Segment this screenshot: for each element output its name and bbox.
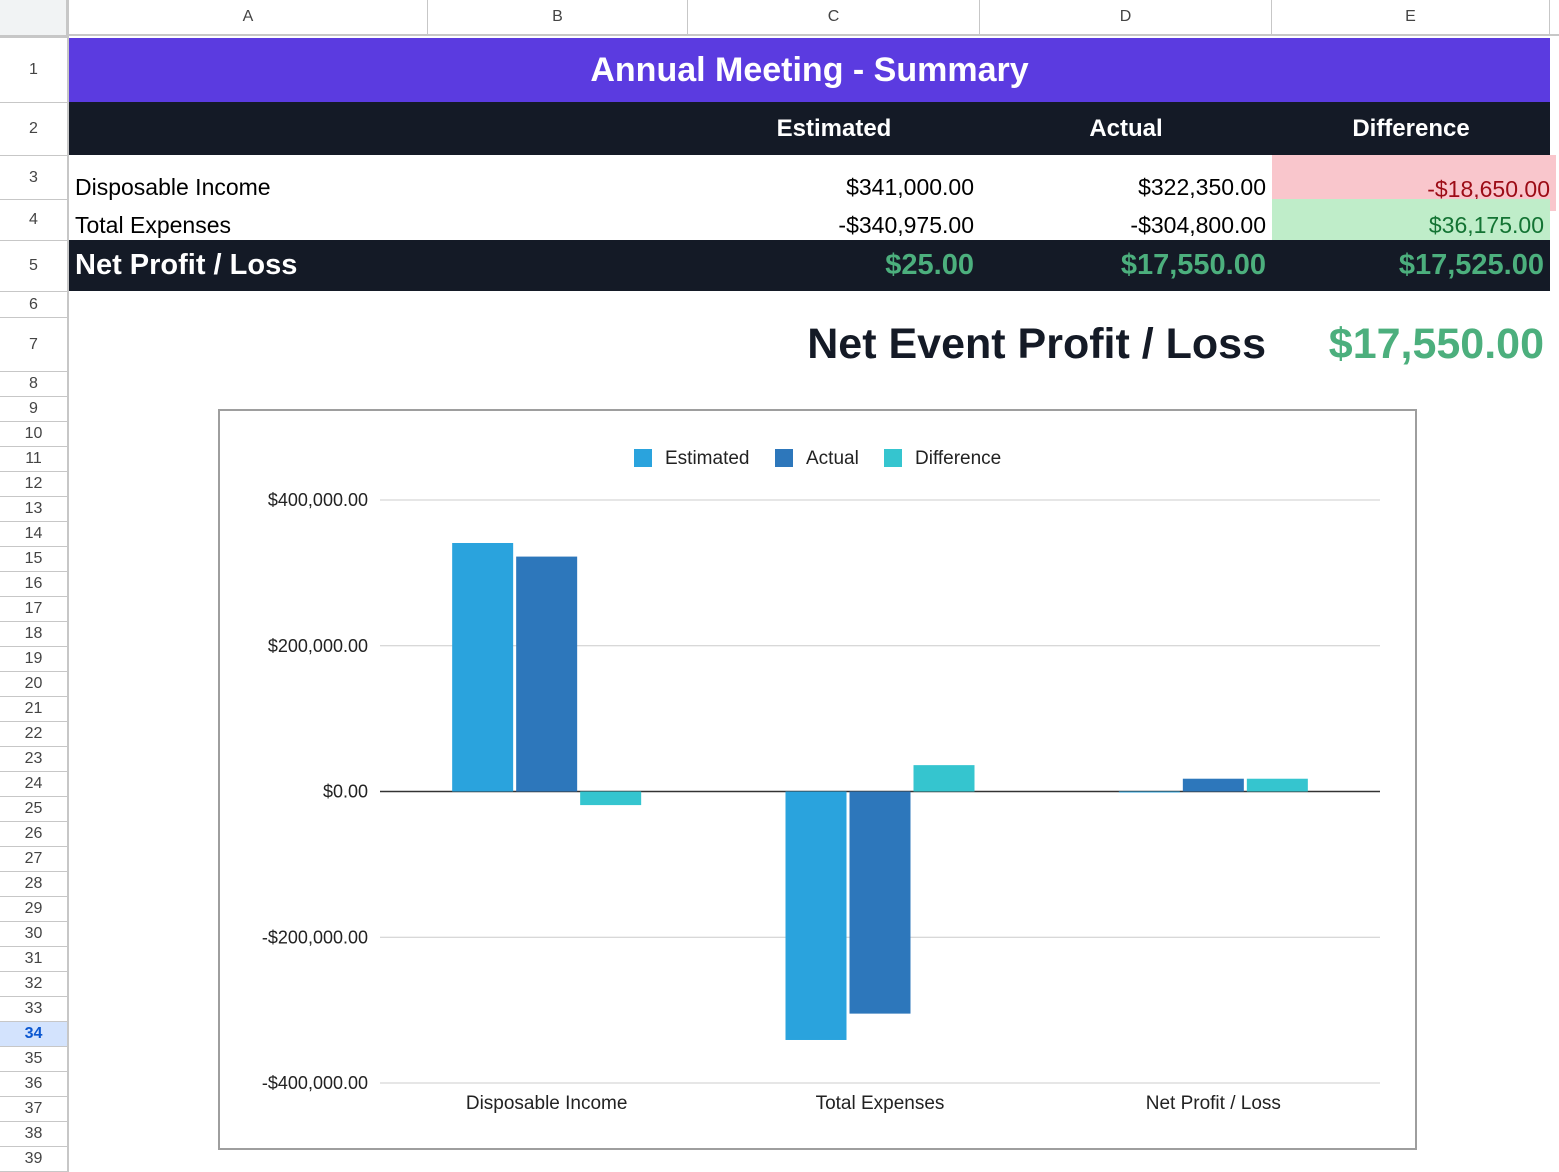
row-header-22[interactable]: 22: [0, 722, 69, 747]
column-header-b[interactable]: B: [428, 0, 688, 36]
row-header-33[interactable]: 33: [0, 997, 69, 1022]
row-header-25[interactable]: 25: [0, 797, 69, 822]
total-expenses-actual[interactable]: -$304,800.00: [1130, 212, 1266, 238]
row-header-32[interactable]: 32: [0, 972, 69, 997]
row-header-7[interactable]: 7: [0, 318, 69, 372]
x-tick-label: Disposable Income: [466, 1093, 628, 1114]
net-event-label[interactable]: Net Event Profit / Loss: [807, 319, 1266, 368]
disposable-income-actual[interactable]: $322,350.00: [1138, 173, 1266, 200]
row-header-13[interactable]: 13: [0, 497, 69, 522]
column-header-d[interactable]: D: [980, 0, 1272, 36]
legend-swatch-difference: [884, 449, 902, 467]
bar-difference-3: [1246, 778, 1308, 792]
net-event-value[interactable]: $17,550.00: [1328, 319, 1544, 368]
legend-swatch-actual: [775, 449, 793, 467]
net-label[interactable]: Net Profit / Loss: [75, 249, 298, 281]
bar-difference-2: [913, 765, 975, 792]
bar-actual-1: [516, 556, 578, 792]
row-header-35[interactable]: 35: [0, 1047, 69, 1072]
row-header-5[interactable]: 5: [0, 241, 69, 292]
row-header-19[interactable]: 19: [0, 647, 69, 672]
row-header-12[interactable]: 12: [0, 472, 69, 497]
y-tick-label: -$400,000.00: [262, 1073, 368, 1093]
net-row: [69, 240, 1550, 291]
row-header-6[interactable]: 6: [0, 292, 69, 318]
header-row: [69, 102, 1550, 155]
column-header-overflow: [1550, 0, 1559, 36]
select-all-corner[interactable]: [0, 0, 69, 38]
bar-difference-1: [580, 791, 642, 806]
y-tick-label: -$200,000.00: [262, 927, 368, 947]
row-header-37[interactable]: 37: [0, 1097, 69, 1122]
y-tick-label: $200,000.00: [268, 636, 368, 656]
y-tick-label: $400,000.00: [268, 490, 368, 510]
bar-actual-2: [849, 791, 911, 1014]
bar-chart: $400,000.00 $200,000.00 $0.00 -$200,000.00 -…: [262, 448, 1380, 1114]
disposable-income-label[interactable]: Disposable Income: [75, 173, 271, 200]
bar-estimated-1: [452, 542, 514, 792]
net-estimated[interactable]: $25.00: [885, 249, 974, 281]
row-header-4[interactable]: 4: [0, 200, 69, 241]
row-header-11[interactable]: 11: [0, 447, 69, 472]
row-header-16[interactable]: 16: [0, 572, 69, 597]
row-header-20[interactable]: 20: [0, 672, 69, 697]
legend-label-actual: Actual: [806, 448, 859, 469]
column-header-c[interactable]: C: [688, 0, 980, 36]
row-header-3[interactable]: 3: [0, 156, 69, 200]
total-expenses-label[interactable]: Total Expenses: [75, 212, 231, 238]
x-tick-label: Net Profit / Loss: [1146, 1093, 1281, 1114]
row-header-23[interactable]: 23: [0, 747, 69, 772]
legend-label-estimated: Estimated: [665, 448, 749, 469]
total-expenses-difference[interactable]: $36,175.00: [1272, 199, 1550, 240]
header-difference[interactable]: Difference: [1352, 114, 1470, 142]
row-header-10[interactable]: 10: [0, 422, 69, 447]
net-difference[interactable]: $17,525.00: [1398, 249, 1544, 281]
row-header-30[interactable]: 30: [0, 922, 69, 947]
total-expenses-estimated[interactable]: -$340,975.00: [838, 212, 974, 238]
row-header-31[interactable]: 31: [0, 947, 69, 972]
x-tick-label: Total Expenses: [816, 1093, 945, 1114]
column-header-e[interactable]: E: [1272, 0, 1550, 36]
row-header-38[interactable]: 38: [0, 1122, 69, 1147]
row-header-8[interactable]: 8: [0, 372, 69, 397]
row-header-21[interactable]: 21: [0, 697, 69, 722]
row-header-1[interactable]: 1: [0, 38, 69, 103]
y-tick-label: $0.00: [323, 782, 368, 802]
row-header-36[interactable]: 36: [0, 1072, 69, 1097]
row-header-34[interactable]: 34: [0, 1022, 69, 1047]
header-actual[interactable]: Actual: [1089, 114, 1163, 142]
bar-estimated-3: [1118, 791, 1180, 793]
row-header-29[interactable]: 29: [0, 897, 69, 922]
row-header-14[interactable]: 14: [0, 522, 69, 547]
column-header-a[interactable]: A: [69, 0, 428, 36]
disposable-income-estimated[interactable]: $341,000.00: [846, 173, 974, 200]
row-header-2[interactable]: 2: [0, 103, 69, 156]
legend-label-difference: Difference: [915, 448, 1001, 469]
row-header-39[interactable]: 39: [0, 1147, 69, 1172]
row-header-18[interactable]: 18: [0, 622, 69, 647]
row-header-15[interactable]: 15: [0, 547, 69, 572]
row-header-17[interactable]: 17: [0, 597, 69, 622]
bar-estimated-2: [785, 791, 847, 1040]
net-actual[interactable]: $17,550.00: [1120, 249, 1266, 281]
bar-actual-3: [1182, 778, 1244, 792]
row-header-26[interactable]: 26: [0, 822, 69, 847]
row-header-27[interactable]: 27: [0, 847, 69, 872]
row-header-24[interactable]: 24: [0, 772, 69, 797]
row-header-28[interactable]: 28: [0, 872, 69, 897]
chart-container[interactable]: $400,000.00 $200,000.00 $0.00 -$200,000.00 -…: [218, 409, 1417, 1150]
legend-swatch-estimated: [634, 449, 652, 467]
row-header-9[interactable]: 9: [0, 397, 69, 422]
header-estimated[interactable]: Estimated: [776, 114, 892, 142]
title-cell[interactable]: Annual Meeting - Summary: [69, 38, 1550, 102]
